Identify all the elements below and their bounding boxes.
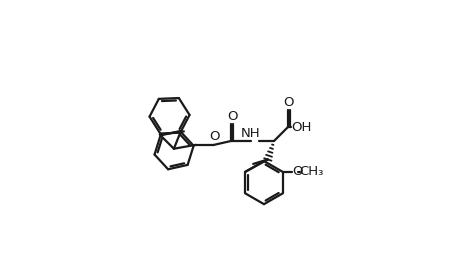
Text: O: O	[227, 110, 237, 123]
Text: NH: NH	[241, 127, 261, 140]
Text: O: O	[293, 165, 303, 178]
Text: O: O	[210, 130, 220, 143]
Text: CH₃: CH₃	[299, 165, 324, 178]
Text: O: O	[284, 96, 294, 110]
Text: OH: OH	[292, 121, 312, 134]
